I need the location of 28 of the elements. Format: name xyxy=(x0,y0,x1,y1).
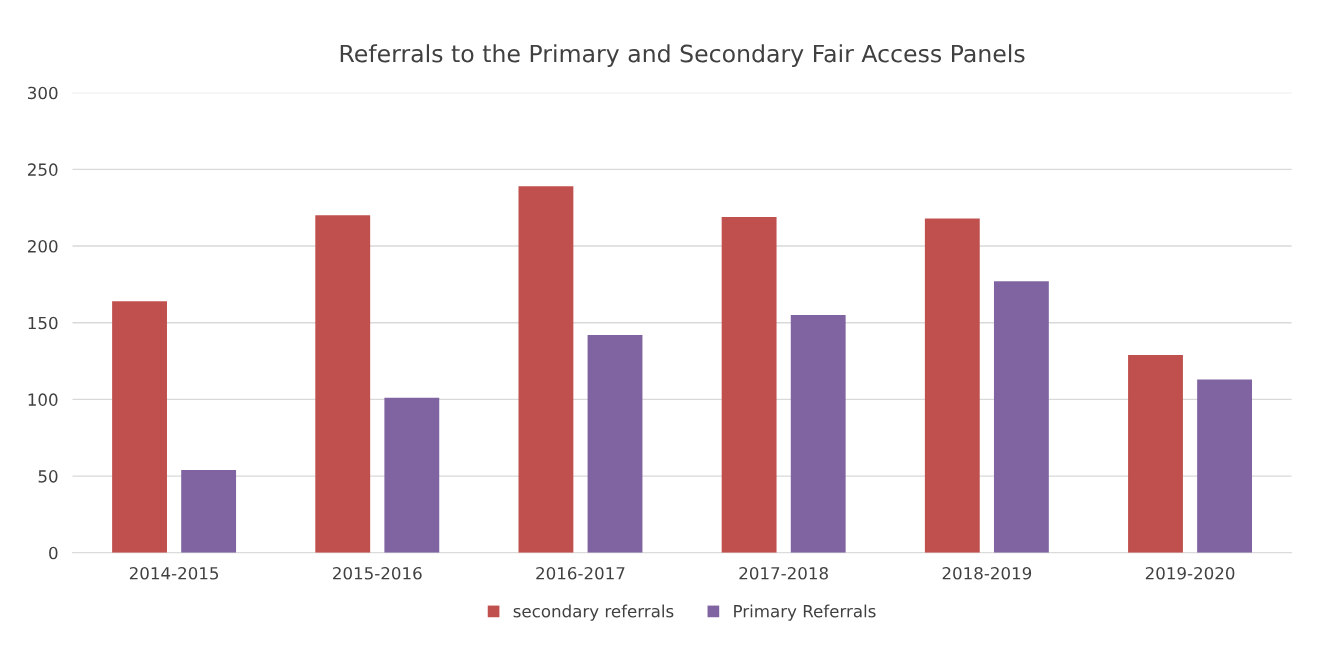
y-tick-label: 200 xyxy=(28,240,58,253)
x-tick-label: 2019-2020 xyxy=(1145,566,1235,580)
bar xyxy=(1128,354,1183,553)
x-tick-label: 2016-2017 xyxy=(536,566,625,580)
legend-label: secondary referrals xyxy=(513,604,674,621)
x-tick-label: 2015-2016 xyxy=(333,566,422,580)
y-tick-label: 50 xyxy=(38,470,58,483)
bar xyxy=(587,334,643,553)
legend-label: Primary Referrals xyxy=(734,604,876,621)
bar xyxy=(181,469,237,553)
y-tick-label: 150 xyxy=(28,316,58,330)
bar xyxy=(721,216,777,553)
bar xyxy=(993,281,1049,553)
y-tick-label: 300 xyxy=(28,86,58,100)
bar xyxy=(384,397,440,553)
bar xyxy=(924,218,980,553)
y-tick-label: 100 xyxy=(28,393,58,406)
bar xyxy=(1197,379,1253,553)
bar xyxy=(518,186,574,553)
y-tick-label: 250 xyxy=(28,163,58,176)
x-tick-label: 2017-2018 xyxy=(739,566,828,580)
bar xyxy=(315,215,371,553)
bar xyxy=(790,315,846,553)
y-tick-label: 0 xyxy=(49,546,58,560)
chart-title: Referrals to the Primary and Secondary Fair Access Panels xyxy=(340,44,1025,68)
x-tick-label: 2018-2019 xyxy=(942,566,1032,580)
x-tick-label: 2014-2015 xyxy=(129,566,219,580)
bar xyxy=(112,301,167,553)
